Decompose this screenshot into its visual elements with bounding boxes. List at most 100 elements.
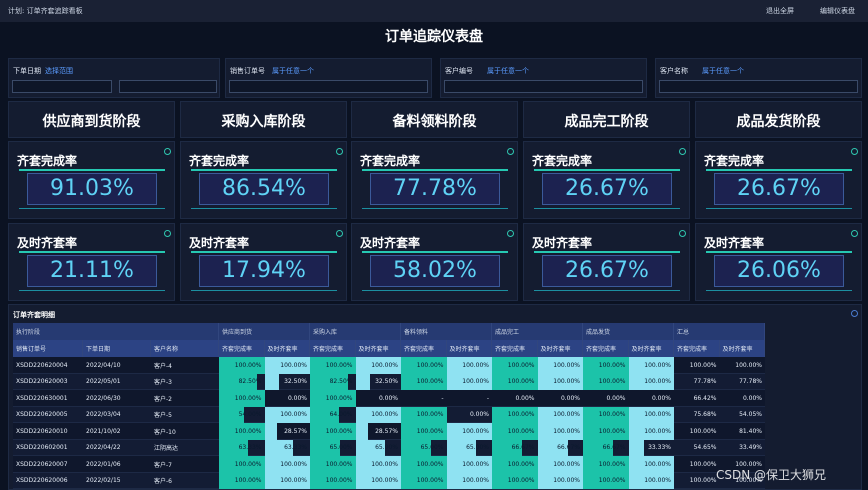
table-cell: 66.67% bbox=[602, 444, 626, 452]
table-cell: 66.67% bbox=[511, 444, 535, 452]
data-bar bbox=[583, 423, 629, 440]
filter-placeholder[interactable]: 属于任意一个 bbox=[702, 67, 744, 75]
table-cell: 100.00% bbox=[325, 460, 353, 468]
info-icon bbox=[507, 230, 514, 237]
data-bar bbox=[401, 406, 447, 423]
table-cell: XSDD220620010 bbox=[16, 427, 68, 435]
kpi-label: 及时齐套率 bbox=[532, 236, 593, 250]
column-header: 齐套完成率 bbox=[310, 340, 356, 357]
select-input[interactable] bbox=[229, 80, 428, 93]
data-bar bbox=[264, 406, 310, 423]
table-cell: 2022/04/10 bbox=[86, 361, 121, 369]
table-cell: XSDD220602001 bbox=[16, 444, 68, 452]
table-cell: 2022/06/30 bbox=[86, 394, 121, 402]
kpi-label: 及时齐套率 bbox=[189, 236, 250, 250]
table-cell: 100.00% bbox=[644, 477, 671, 485]
data-bar bbox=[355, 472, 401, 489]
data-bar bbox=[583, 406, 629, 423]
table-cell: 客户-5 bbox=[154, 412, 172, 420]
exit-fullscreen-button[interactable]: 退出全屏 bbox=[766, 7, 794, 15]
data-bar bbox=[401, 439, 431, 456]
table-cell: XSDD220630001 bbox=[16, 394, 68, 402]
table-cell: 100.00% bbox=[507, 411, 535, 419]
data-bar bbox=[537, 456, 583, 473]
data-bar bbox=[628, 373, 674, 390]
filter-placeholder[interactable]: 属于任意一个 bbox=[272, 67, 314, 75]
table-cell: - bbox=[441, 394, 444, 402]
table-cell: 100.00% bbox=[507, 378, 535, 386]
info-icon bbox=[336, 230, 343, 237]
table-cell: 100.00% bbox=[371, 411, 398, 419]
table-cell: 100.00% bbox=[416, 361, 444, 369]
info-icon bbox=[507, 148, 514, 155]
data-bar bbox=[219, 456, 265, 473]
table-cell: 2022/01/06 bbox=[86, 460, 121, 468]
table-cell: 客户-3 bbox=[154, 379, 172, 387]
data-bar bbox=[492, 423, 538, 440]
table-cell: 75.68% bbox=[693, 411, 717, 419]
data-bar bbox=[446, 472, 492, 489]
group-header: 成品发货 bbox=[583, 323, 674, 340]
group-header: 执行阶段 bbox=[13, 323, 219, 340]
filter-panel: 客户名称 属于任意一个 bbox=[655, 58, 862, 98]
data-bar bbox=[310, 357, 356, 374]
table-cell: 100.00% bbox=[644, 361, 671, 369]
table-cell: 54.00% bbox=[238, 411, 262, 419]
info-icon bbox=[851, 310, 858, 317]
select-input[interactable] bbox=[444, 80, 643, 93]
table-cell: 客户-6 bbox=[154, 478, 172, 486]
detail-table-panel: 订单齐套明细 执行阶段 供应商到货 采购入库 备料领料 成品完工 成品发货 汇总 销售订单号 下单… bbox=[8, 304, 862, 490]
data-bar bbox=[492, 472, 538, 489]
info-icon bbox=[679, 148, 686, 155]
kpi-value: 26.06% bbox=[714, 255, 844, 287]
table-cell: 100.00% bbox=[325, 394, 353, 402]
data-bar bbox=[310, 373, 348, 390]
filter-placeholder[interactable]: 属于任意一个 bbox=[487, 67, 529, 75]
data-bar bbox=[264, 373, 280, 390]
data-bar bbox=[537, 357, 583, 374]
table-cell: 63.33% bbox=[238, 444, 262, 452]
table-cell: 28.57% bbox=[284, 427, 307, 435]
table-cell: 100.00% bbox=[371, 460, 398, 468]
table-cell: XSDD220620005 bbox=[16, 411, 68, 419]
date-input[interactable] bbox=[119, 80, 217, 93]
kpi-card: 及时齐套率 26.06% bbox=[695, 223, 862, 301]
kpi-value: 21.11% bbox=[27, 255, 157, 287]
data-bar bbox=[219, 472, 265, 489]
table-cell: 100.00% bbox=[462, 427, 489, 435]
filter-panel: 销售订单号 属于任意一个 bbox=[225, 58, 432, 98]
table-cell: 0.00% bbox=[560, 394, 580, 402]
group-header: 成品完工 bbox=[492, 323, 583, 340]
date-input[interactable] bbox=[12, 80, 112, 93]
table-cell: 100.00% bbox=[553, 477, 580, 485]
table-cell: 65.00% bbox=[466, 444, 489, 452]
table-cell: 2021/10/02 bbox=[86, 427, 121, 435]
stage-title: 采购入库阶段 bbox=[221, 114, 306, 130]
kpi-value: 77.78% bbox=[370, 173, 500, 205]
table-cell: 33.33% bbox=[648, 444, 671, 452]
kpi-value: 58.02% bbox=[370, 255, 500, 287]
value-frame-glow bbox=[191, 251, 337, 291]
data-bar bbox=[310, 439, 340, 456]
select-input[interactable] bbox=[659, 80, 858, 93]
data-bar bbox=[583, 357, 629, 374]
data-bar bbox=[537, 472, 583, 489]
table-row bbox=[13, 439, 765, 456]
kpi-value: 26.67% bbox=[542, 173, 672, 205]
data-bar bbox=[219, 357, 265, 374]
table-cell: 100.00% bbox=[598, 361, 626, 369]
table-cell: 0.00% bbox=[378, 394, 398, 402]
filter-placeholder[interactable]: 选择范围 bbox=[45, 67, 73, 75]
data-bar bbox=[401, 357, 447, 374]
edit-dashboard-button[interactable]: 编辑仪表盘 bbox=[820, 7, 855, 15]
kpi-value: 26.67% bbox=[542, 255, 672, 287]
data-bar bbox=[310, 423, 356, 440]
table-cell: 65.00% bbox=[420, 444, 444, 452]
stage-title: 供应商到货阶段 bbox=[42, 114, 141, 130]
data-bar bbox=[583, 456, 629, 473]
table-cell: XSDD220620007 bbox=[16, 460, 68, 468]
column-header: 齐套完成率 bbox=[219, 340, 265, 357]
stage-header: 采购入库阶段 bbox=[180, 101, 347, 138]
info-icon bbox=[336, 148, 343, 155]
table-cell: 54.65% bbox=[693, 444, 717, 452]
